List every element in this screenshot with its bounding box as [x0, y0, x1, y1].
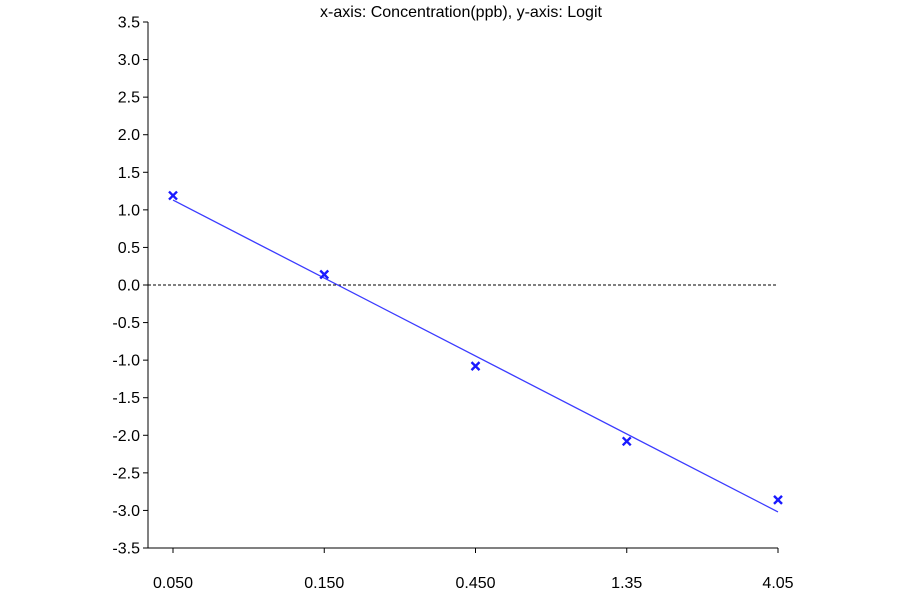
data-point-marker	[621, 436, 632, 447]
y-tick-label: -2.5	[112, 465, 140, 482]
y-tick-label: 1.5	[118, 165, 140, 182]
x-axis-ticks: 0.050 0.150 0.450 1.35 4.05	[153, 548, 794, 592]
y-tick-label: -1.0	[112, 353, 140, 370]
marker-stroke	[168, 190, 178, 201]
x-tick-label: 0.450	[455, 575, 495, 592]
y-tick-label: 1.0	[118, 202, 140, 219]
y-tick-label: -3.0	[112, 503, 140, 520]
x-tick-label: 4.05	[762, 575, 793, 592]
y-tick-label: 3.0	[118, 52, 140, 69]
x-tick-label: 0.050	[153, 575, 193, 592]
data-point-marker	[319, 269, 330, 280]
y-tick-label: 0.0	[118, 278, 140, 295]
y-tick-label: -2.0	[112, 428, 140, 445]
x-tick-label: 0.150	[304, 575, 344, 592]
y-tick-label: -3.5	[112, 541, 140, 558]
marker-stroke	[773, 495, 783, 505]
marker-stroke	[621, 436, 632, 447]
y-tick-label: -1.5	[112, 390, 140, 407]
marker-stroke	[470, 361, 481, 372]
y-tick-label: 2.0	[118, 127, 140, 144]
y-tick-label: 3.5	[118, 15, 140, 32]
y-tick-label: 2.5	[118, 90, 140, 107]
chart-title: x-axis: Concentration(ppb), y-axis: Logi…	[320, 4, 602, 21]
y-axis-ticks: 3.5 3.0 2.5 2.0 1.5 1.0 0.5 0.0 -0.5 -1.0 -1.5 -2.0…	[112, 15, 148, 558]
y-tick-label: 0.5	[118, 240, 140, 257]
x-tick-label: 1.35	[611, 575, 642, 592]
marker-stroke	[319, 269, 330, 280]
data-point-marker	[773, 495, 783, 505]
y-tick-label: -0.5	[112, 315, 140, 332]
data-point-marker	[470, 361, 481, 372]
regression-fit-line	[172, 199, 779, 513]
data-points	[168, 190, 783, 505]
data-point-marker	[168, 190, 178, 201]
